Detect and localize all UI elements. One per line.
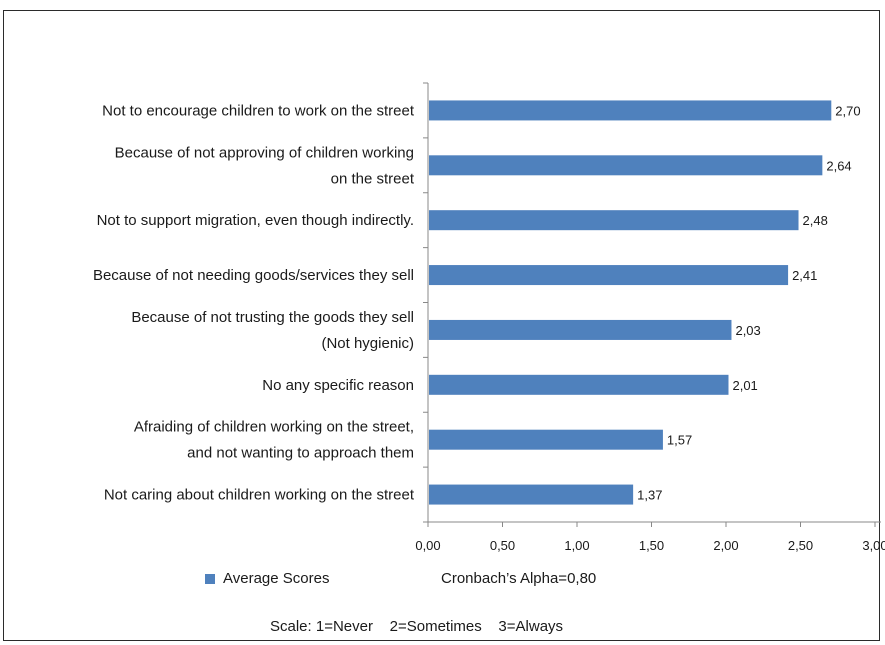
bar-layer [429,100,832,505]
axis-layer [423,82,881,527]
bar [429,100,832,121]
x-tick-label: 0,00 [415,538,440,553]
bar [429,210,799,231]
legend: Average Scores [205,570,329,587]
data-label: 2,01 [732,378,757,393]
scale-note: Scale: 1=Never 2=Sometimes 3=Always [270,618,564,635]
data-label: 1,37 [637,488,662,503]
category-label: Not to encourage children to work on the… [102,102,415,119]
category-label: (Not hygienic) [321,335,414,352]
category-label: Because of not trusting the goods they s… [131,309,414,326]
category-label: Not to support migration, even though in… [97,212,414,229]
bar [429,374,729,395]
bar [429,155,823,176]
data-label: 2,03 [735,323,760,338]
legend-label: Average Scores [223,570,330,587]
x-tick-label: 1,50 [639,538,664,553]
category-label: Not caring about children working on the… [104,487,415,504]
bar [429,265,789,286]
data-label: 2,64 [826,158,851,173]
x-tick-label: 0,50 [490,538,515,553]
category-label: Because of not needing goods/services th… [93,267,414,284]
category-label: Because of not approving of children wor… [115,144,414,161]
x-tick-label: 1,00 [564,538,589,553]
bar [429,319,732,340]
data-label: 2,70 [835,103,860,118]
bar [429,484,634,505]
data-label: 2,48 [803,213,828,228]
label-layer: 0,00 0,50 1,00 1,50 2,00 2,50 3,00 2,70 Not to e… [93,102,885,553]
legend-swatch [205,573,215,584]
x-tick-label: 2,00 [713,538,738,553]
data-label: 2,41 [792,268,817,283]
data-label: 1,57 [667,433,692,448]
category-label: and not wanting to approach them [187,445,414,462]
bar [429,429,663,450]
category-label: Afraiding of children working on the str… [134,419,414,436]
x-tick-label: 3,00 [862,538,885,553]
category-label: No any specific reason [262,377,414,394]
alpha-note: Cronbach’s Alpha=0,80 [441,570,597,587]
category-label: on the street [331,170,415,187]
x-tick-label: 2,50 [788,538,813,553]
